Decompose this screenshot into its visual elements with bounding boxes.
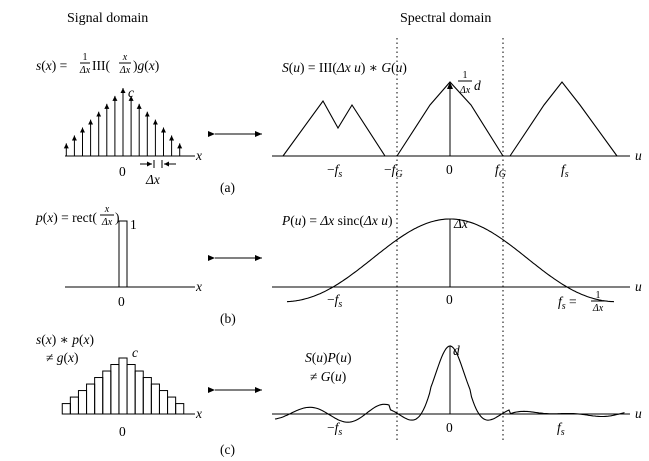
rect-height-label: 1: [130, 217, 137, 232]
svg-text:0: 0: [446, 292, 453, 307]
svg-text:1: 1: [83, 52, 88, 63]
signal-axis-label-c: x: [195, 406, 202, 421]
bar: [110, 364, 120, 415]
svg-text:0: 0: [446, 420, 453, 435]
spectrum-copy-right: [509, 81, 618, 157]
svg-text:x: x: [104, 204, 110, 215]
spectral-axis-label-a: u: [635, 148, 642, 163]
bar: [102, 370, 112, 415]
panel-c: s(x) ∗ p(x) ≠ g(x) x c 0 S(u)P(u) ≠ G(u)…: [36, 332, 642, 457]
signal-formula-a: s(x) =: [36, 58, 67, 73]
rect-pulse: [118, 220, 128, 288]
svg-text:1: 1: [596, 290, 601, 301]
svg-text:Δx: Δx: [459, 85, 471, 96]
svg-text:Δx: Δx: [79, 65, 91, 76]
svg-text:Δx: Δx: [592, 303, 604, 314]
signal-domain-header: Signal domain: [67, 11, 148, 26]
svg-text:1: 1: [463, 70, 468, 81]
svg-text:fs =: fs =: [558, 294, 577, 312]
signal-origin-label-c: 0: [119, 424, 126, 439]
spectral-peak-label-b: Δx: [453, 216, 468, 231]
spectral-domain-header: Spectral domain: [400, 11, 491, 26]
spectrum-copy-left: [282, 99, 386, 157]
bar: [77, 390, 88, 415]
panel-tag-c: (c): [220, 442, 235, 457]
bar: [142, 377, 152, 415]
svg-text:Δx: Δx: [101, 217, 113, 228]
svg-text:)g(x): )g(x): [133, 58, 159, 73]
bar: [126, 364, 136, 415]
signal-formula-c: s(x) ∗ p(x): [36, 332, 94, 347]
svg-text:Δx: Δx: [119, 65, 131, 76]
bar: [150, 383, 160, 415]
svg-text:−fG: −fG: [384, 162, 403, 180]
svg-text:): ): [115, 210, 120, 225]
signal-peak-label-c: c: [132, 345, 138, 360]
svg-text:0: 0: [446, 162, 453, 177]
signal-axis-label-b: x: [195, 279, 202, 294]
bar: [167, 396, 177, 415]
bar: [175, 403, 185, 415]
impulse-train: [63, 88, 183, 156]
signal-formula-b: p(x) = rect(: [35, 210, 97, 225]
bar: [86, 383, 96, 415]
svg-text:fs: fs: [557, 420, 565, 438]
svg-text:III(: III(: [92, 58, 110, 73]
svg-text:fs: fs: [561, 162, 569, 180]
panel-tag-b: (b): [220, 311, 236, 326]
svg-text:x: x: [122, 52, 128, 63]
spectral-formula-b: P(u) = Δx sinc(Δx u): [281, 213, 392, 228]
spacing-label-a: Δx: [145, 172, 160, 187]
sinc-curve: [286, 218, 615, 303]
bar: [69, 396, 79, 415]
svg-text:d: d: [474, 78, 481, 93]
spectral-axis-label-c: u: [635, 406, 642, 421]
svg-text:−fs: −fs: [327, 420, 342, 438]
signal-formula-c-line2: ≠ g(x): [46, 350, 79, 365]
signal-origin-label-a: 0: [119, 164, 126, 179]
signal-peak-label-a: c: [128, 85, 134, 100]
signal-axis-label-a: x: [195, 148, 202, 163]
svg-text:−fs: −fs: [327, 292, 342, 310]
panel-b: p(x) = rect( x Δx ) x 1 0 P(u) = Δx sinc…: [35, 204, 642, 326]
spectral-formula-a: S(u) = III(Δx u) ∗ G(u): [282, 60, 407, 75]
spectral-axis-label-b: u: [635, 279, 642, 294]
panel-a: s(x) = 1 Δx III( x Δx )g(x) x c 0 Δx S(u…: [36, 52, 642, 195]
signal-origin-label-b: 0: [118, 294, 125, 309]
spectral-formula-c-line2: ≠ G(u): [310, 369, 346, 384]
spectral-peak-label-c: d: [453, 343, 460, 358]
bar: [94, 377, 104, 415]
bar: [158, 390, 169, 415]
bar: [134, 370, 144, 415]
bar: [118, 357, 128, 415]
panel-tag-a: (a): [220, 180, 235, 195]
svg-text:−fs: −fs: [327, 162, 342, 180]
staircase-bars: [61, 357, 185, 415]
svg-text:fG: fG: [495, 162, 506, 180]
aliased-spectrum-curve: [274, 345, 625, 423]
spectral-formula-c: S(u)P(u): [305, 350, 352, 365]
bar: [61, 403, 71, 415]
